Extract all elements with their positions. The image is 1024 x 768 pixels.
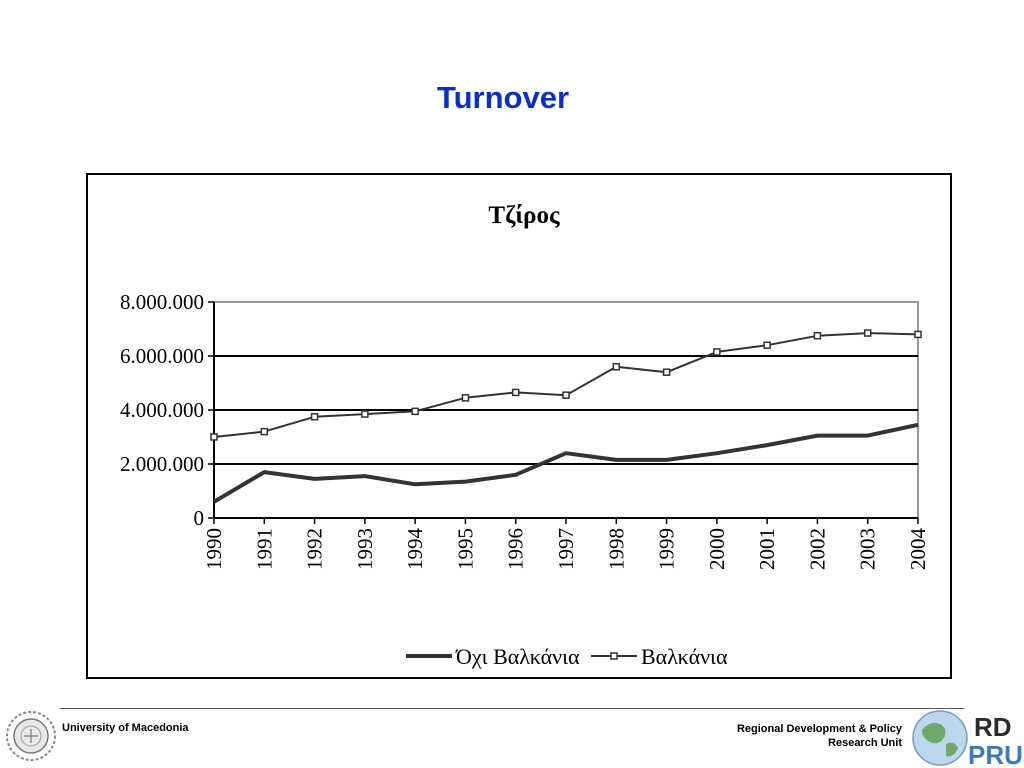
data-point <box>863 329 872 337</box>
x-tick-label: 1992 <box>303 528 327 570</box>
series-line-1 <box>212 422 919 504</box>
data-point <box>361 410 369 418</box>
x-tick-label: 1993 <box>353 528 377 570</box>
data-point <box>612 363 621 371</box>
data-point <box>763 341 771 349</box>
x-tick-label: 1997 <box>554 528 578 570</box>
y-tick-label: 2.000.000 <box>120 452 204 476</box>
data-point <box>914 330 922 339</box>
data-point <box>210 433 218 441</box>
data-point <box>713 348 721 356</box>
svg-text:RD: RD <box>974 712 1012 742</box>
legend-label-2: Βαλκάνια <box>641 644 728 669</box>
footer-divider <box>60 708 964 709</box>
data-point <box>461 394 470 402</box>
data-point <box>511 388 520 397</box>
x-tick-label: 2001 <box>755 528 779 570</box>
data-point <box>662 368 671 376</box>
data-point <box>310 413 319 421</box>
x-tick-label: 1991 <box>252 528 276 570</box>
x-tick-label: 2000 <box>705 528 729 570</box>
rdpru-globe-logo-icon: RD PRU <box>912 710 1022 768</box>
footer-university-name: University of Macedonia <box>62 722 189 734</box>
slide-title: Turnover <box>436 80 570 115</box>
chart-frame: Τζίρος 0 2.000.000 4.000.000 6.000.000 8.000… <box>86 173 952 679</box>
x-tick-label: 1994 <box>403 528 427 571</box>
y-tick-label: 0 <box>194 506 205 530</box>
x-tick-label: 1996 <box>504 528 528 570</box>
data-point <box>813 332 822 340</box>
legend-label-1: Όχι Βαλκάνια <box>455 644 580 669</box>
series-line-2 <box>213 332 919 438</box>
svg-text:PRU: PRU <box>968 740 1022 768</box>
x-tick-label: 2003 <box>856 528 880 570</box>
x-tick-label: 1998 <box>604 528 628 570</box>
data-point <box>260 427 269 436</box>
footer-research-unit: Regional Development & Policy Research U… <box>737 722 902 750</box>
y-tick-label: 6.000.000 <box>120 344 204 368</box>
y-tick-label: 4.000.000 <box>120 398 204 422</box>
x-tick-label: 1995 <box>453 528 477 570</box>
x-tick-label: 2002 <box>805 528 829 570</box>
footer-right-line2: Research Unit <box>828 737 902 749</box>
x-tick-label: 2004 <box>906 528 930 571</box>
university-seal-icon <box>6 711 56 761</box>
footer-right-line1: Regional Development & Policy <box>736 723 902 735</box>
data-point <box>411 407 419 416</box>
y-tick-label: 8.000.000 <box>120 290 204 314</box>
legend-marker <box>610 652 618 660</box>
x-tick-label: 1999 <box>655 528 679 570</box>
data-point <box>562 391 570 399</box>
line-chart: Τζίρος 0 2.000.000 4.000.000 6.000.000 8.000… <box>120 202 930 669</box>
x-tick-label: 1990 <box>202 528 226 570</box>
chart-title: Τζίρος <box>488 202 560 229</box>
